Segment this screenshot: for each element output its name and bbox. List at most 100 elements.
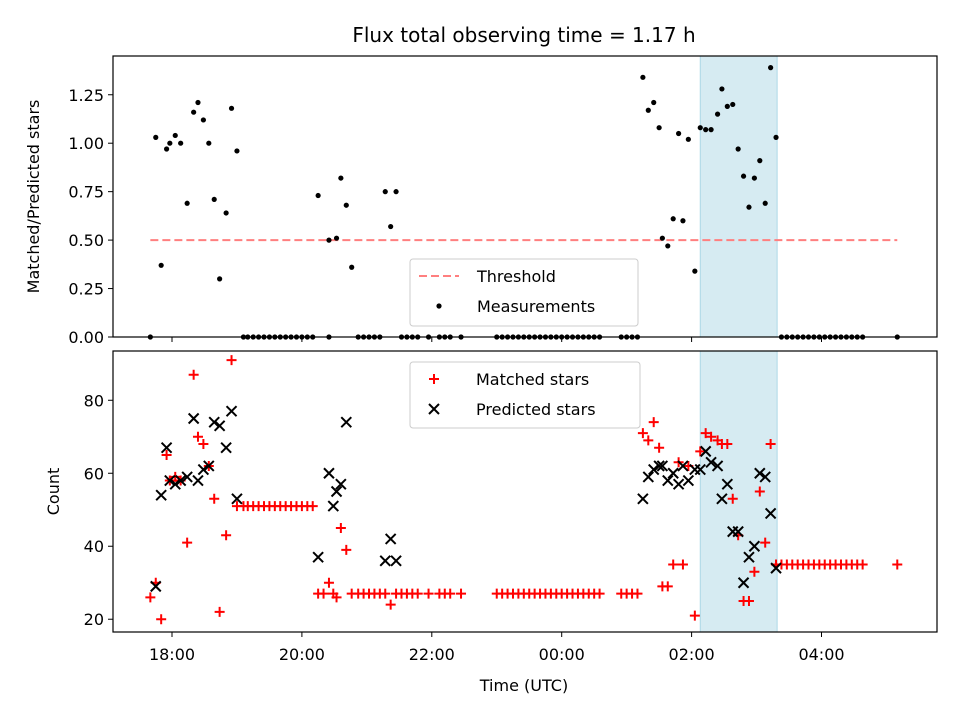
legend-label: Matched stars — [476, 370, 589, 389]
matched-star-point — [226, 355, 237, 366]
measurement-point — [746, 204, 752, 210]
predicted-star-point — [721, 478, 734, 490]
x-tick-label: 02:00 — [669, 645, 715, 664]
matched-star-point — [727, 493, 738, 504]
matched-star-point — [331, 592, 342, 603]
measurement-point — [740, 173, 747, 179]
predicted-star-point — [323, 467, 335, 479]
matched-star-point — [632, 588, 643, 599]
legend-box — [409, 361, 641, 429]
measurement-point — [158, 262, 164, 268]
measurement-point — [730, 101, 736, 108]
measurement-point — [153, 134, 159, 140]
measurement-point — [178, 140, 184, 146]
y-tick-label: 0.00 — [68, 328, 104, 347]
measurement-point — [217, 276, 223, 282]
x-tick-label: 20:00 — [279, 645, 325, 664]
measurement-point — [640, 74, 646, 80]
predicted-star-point — [187, 412, 200, 425]
matched-star-point — [198, 439, 209, 450]
matched-star-point — [385, 599, 396, 610]
measurement-point — [333, 235, 340, 241]
predicted-star-point — [662, 474, 674, 487]
matched-star-point — [695, 446, 706, 457]
predicted-star-point — [335, 478, 347, 490]
y-tick-label: 40 — [84, 537, 104, 556]
legend-box — [409, 258, 639, 327]
measurement-point — [680, 218, 686, 224]
matched-star-point — [700, 428, 711, 439]
measurement-point — [200, 117, 206, 123]
measurement-point — [172, 132, 178, 139]
measurement-point — [656, 125, 662, 131]
x-tick-label: 22:00 — [409, 645, 455, 664]
predicted-star-point — [705, 456, 717, 469]
matched-star-point — [654, 442, 665, 453]
predicted-star-point — [181, 471, 193, 483]
matched-star-point — [209, 493, 220, 504]
matched-star-point — [307, 501, 318, 512]
measurement-point — [685, 136, 691, 142]
predicted-star-point — [653, 460, 665, 472]
measurement-point — [751, 175, 757, 181]
predicted-star-point — [164, 474, 176, 487]
measurement-point — [735, 146, 741, 152]
chart-title: Flux total observing time = 1.17 h — [352, 23, 695, 47]
predicted-star-point — [764, 507, 777, 520]
predicted-star-point — [677, 460, 689, 472]
predicted-star-point — [155, 489, 167, 501]
predicted-star-point — [231, 493, 243, 505]
legend: Threshold Measurements — [409, 258, 639, 327]
matched-star-point — [161, 450, 172, 461]
y-tick-label: 1.25 — [68, 86, 104, 105]
measurement-point — [167, 140, 173, 146]
measurement-point — [714, 111, 721, 117]
predicted-star-point — [384, 533, 397, 545]
measurement-point — [703, 127, 709, 133]
measurement-point — [195, 99, 201, 106]
measurement-point — [670, 216, 676, 222]
predicted-star-point — [225, 405, 238, 417]
matched-star-point — [743, 595, 754, 606]
measurement-point — [191, 109, 197, 115]
predicted-star-point — [192, 474, 204, 487]
predicted-star-point — [689, 463, 701, 476]
predicted-star-point — [169, 478, 181, 490]
matched-star-point — [648, 417, 659, 428]
predicted-star-point — [642, 471, 655, 483]
predicted-star-point — [656, 460, 669, 472]
matched-star-point — [445, 588, 456, 599]
matched-star-point — [423, 588, 434, 599]
y-tick-label: 0.75 — [68, 183, 104, 202]
matched-star-point — [754, 486, 765, 497]
legend: Matched stars Predicted stars — [409, 361, 641, 429]
predicted-star-point — [160, 442, 173, 454]
measurement-point — [651, 99, 657, 106]
measurement-point — [768, 65, 774, 71]
x-axis-label: Time (UTC) — [479, 676, 568, 695]
legend-measurement-swatch — [436, 303, 442, 309]
predicted-star-point — [327, 500, 340, 512]
predicted-star-point — [390, 555, 402, 567]
legend-label: Measurements — [477, 297, 595, 316]
legend-label: Predicted stars — [476, 400, 596, 419]
matched-star-point — [182, 537, 193, 548]
predicted-star-point — [737, 577, 750, 589]
y-tick-label: 80 — [84, 391, 104, 410]
matched-star-point — [706, 431, 717, 442]
measurement-point — [382, 189, 388, 195]
predicted-star-point — [694, 463, 706, 476]
panels: 0.00 0.25 0.50 0.75 1.00 1.25 Matched/Predicte… — [24, 55, 938, 664]
measurement-point — [719, 86, 725, 92]
matched-star-point — [341, 544, 352, 555]
matched-star-point — [594, 588, 605, 599]
y-tick-label: 1.00 — [68, 134, 104, 153]
y-tick-label: 60 — [84, 464, 104, 483]
measurement-point — [234, 148, 240, 154]
matched-star-point — [145, 592, 156, 603]
measurement-point — [163, 146, 170, 152]
predicted-star-point — [203, 460, 215, 472]
measurement-point — [343, 202, 349, 208]
matched-star-point — [662, 581, 673, 592]
